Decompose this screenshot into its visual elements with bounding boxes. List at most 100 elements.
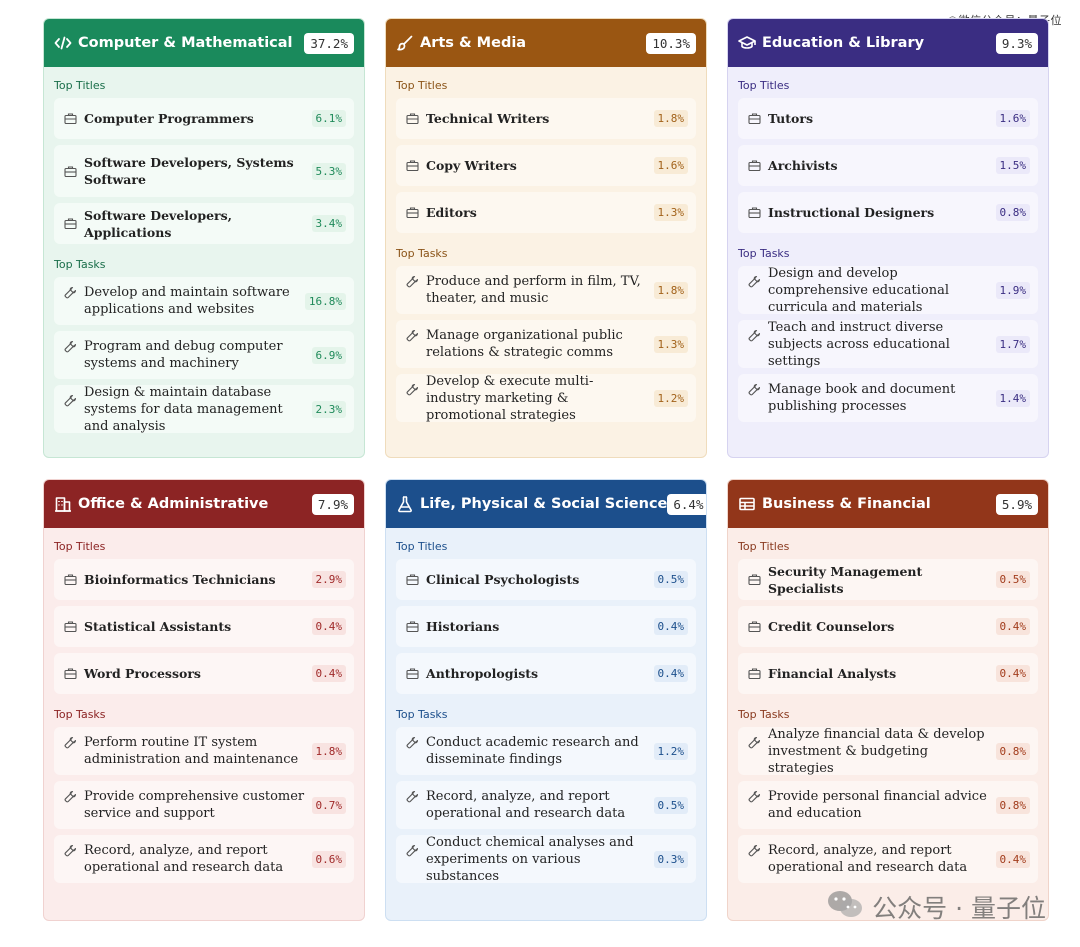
title-percentage: 0.5% (995, 571, 1030, 588)
task-label: Manage book and document publishing proc… (768, 382, 956, 414)
title-percentage: 0.4% (653, 665, 688, 682)
graduation-cap-icon (738, 34, 756, 52)
category-card-office-administrative: Office & Administrative 7.9% Top Titles Bio… (43, 479, 365, 921)
card-title: Arts & Media (420, 35, 527, 51)
task-percentage: 1.9% (995, 281, 1030, 299)
task-item: Develop & execute multi-industry marketi… (396, 373, 696, 423)
title-percentage: 1.3% (653, 204, 688, 221)
card-title: Life, Physical & Social Science (420, 496, 668, 512)
top-tasks-label: Top Tasks (54, 708, 106, 721)
title-item: Bioinformatics Technicians 2.9% (54, 559, 354, 600)
card-body: Top Titles Computer Programmers 6.1% Softwa… (44, 67, 364, 439)
task-item: Provide comprehensive customer service a… (54, 781, 354, 829)
task-label: Teach and instruct diverse subjects acro… (768, 319, 950, 369)
title-label: Financial Analysts (768, 666, 897, 681)
title-item: Security Management Specialists 0.5% (738, 559, 1038, 600)
task-label: Develop & execute multi-industry marketi… (426, 373, 594, 423)
code-icon (54, 34, 72, 52)
title-label: Editors (426, 205, 477, 220)
wrench-icon (406, 383, 419, 396)
title-label: Bioinformatics Technicians (84, 572, 276, 587)
title-item: Credit Counselors 0.4% (738, 606, 1038, 647)
category-card-education-library: Education & Library 9.3% Top Titles Tutors 1… (727, 18, 1049, 458)
wrench-icon (406, 790, 419, 803)
card-percentage-badge: 10.3% (646, 32, 696, 54)
task-percentage: 1.8% (311, 742, 346, 760)
top-titles-label: Top Titles (396, 79, 448, 92)
title-percentage: 1.5% (995, 157, 1030, 174)
task-label: Manage organizational public relations &… (426, 328, 623, 360)
title-label: Security Management Specialists (768, 563, 923, 596)
card-body: Top Titles Clinical Psychologists 0.5% Hist… (386, 528, 706, 889)
flask-icon (396, 495, 414, 513)
task-percentage: 1.3% (653, 335, 688, 353)
title-label: Clinical Psychologists (426, 572, 580, 587)
task-percentage: 16.8% (304, 292, 346, 310)
briefcase-icon (64, 573, 77, 586)
wrench-icon (406, 736, 419, 749)
category-card-life-physical-social-science: Life, Physical & Social Science 6.4% Top T… (385, 479, 707, 921)
title-label: Software Developers, Applications (84, 207, 233, 240)
title-percentage: 1.6% (653, 157, 688, 174)
briefcase-icon (748, 573, 761, 586)
briefcase-icon (406, 573, 419, 586)
briefcase-icon (64, 165, 77, 178)
card-body: Top Titles Technical Writers 1.8% Copy Writ… (386, 67, 706, 428)
top-titles-label: Top Titles (738, 79, 790, 92)
wechat-icon (826, 889, 864, 925)
task-percentage: 6.9% (311, 346, 346, 364)
wrench-icon (748, 329, 761, 342)
task-item: Analyze financial data & develop investm… (738, 726, 1038, 776)
title-item: Instructional Designers 0.8% (738, 192, 1038, 233)
title-label: Historians (426, 619, 500, 634)
task-percentage: 1.2% (653, 742, 688, 760)
card-header: Arts & Media 10.3% (386, 19, 706, 67)
task-label: Record, analyze, and report operational … (84, 843, 284, 875)
briefcase-icon (406, 667, 419, 680)
title-item: Editors 1.3% (396, 192, 696, 233)
card-header: Business & Financial 5.9% (728, 480, 1048, 528)
task-item: Design & maintain database systems for d… (54, 385, 354, 434)
briefcase-icon (406, 159, 419, 172)
card-header: Life, Physical & Social Science 6.4% (386, 480, 706, 528)
title-item: Anthropologists 0.4% (396, 653, 696, 694)
wrench-icon (748, 736, 761, 749)
task-percentage: 0.5% (653, 796, 688, 814)
category-card-business-financial: Business & Financial 5.9% Top Titles Securi… (727, 479, 1049, 921)
task-label: Develop and maintain software applicatio… (84, 285, 290, 317)
top-tasks-label: Top Tasks (396, 708, 448, 721)
task-label: Provide personal financial advice and ed… (768, 789, 987, 821)
briefcase-icon (64, 217, 77, 230)
watermark-bottom-text: 公众号 · 量子位 (872, 894, 1046, 923)
card-title: Business & Financial (762, 496, 931, 512)
title-item: Clinical Psychologists 0.5% (396, 559, 696, 600)
title-percentage: 0.4% (311, 665, 346, 682)
card-body: Top Titles Tutors 1.6% Archivists 1.5% Instru… (728, 67, 1048, 428)
task-percentage: 0.8% (995, 742, 1030, 760)
task-percentage: 1.2% (653, 389, 688, 407)
task-item: Provide personal financial advice and ed… (738, 781, 1038, 829)
card-body: Top Titles Security Management Specialist… (728, 528, 1048, 889)
briefcase-icon (406, 112, 419, 125)
wrench-icon (64, 340, 77, 353)
card-percentage-badge: 9.3% (995, 32, 1038, 54)
task-item: Program and debug computer systems and m… (54, 331, 354, 379)
wrench-icon (748, 383, 761, 396)
title-item: Word Processors 0.4% (54, 653, 354, 694)
briefcase-icon (64, 620, 77, 633)
task-percentage: 0.4% (995, 850, 1030, 868)
title-item: Tutors 1.6% (738, 98, 1038, 139)
task-item: Record, analyze, and report operational … (396, 781, 696, 829)
task-label: Program and debug computer systems and m… (84, 339, 283, 371)
task-label: Analyze financial data & develop investm… (768, 726, 985, 776)
task-percentage: 2.3% (311, 400, 346, 418)
title-label: Technical Writers (426, 111, 550, 126)
briefcase-icon (64, 667, 77, 680)
top-titles-label: Top Titles (54, 540, 106, 553)
top-titles-label: Top Titles (738, 540, 790, 553)
title-label: Copy Writers (426, 158, 517, 173)
task-item: Design and develop comprehensive educati… (738, 266, 1038, 315)
task-percentage: 1.4% (995, 389, 1030, 407)
title-label: Instructional Designers (768, 205, 935, 220)
task-item: Manage book and document publishing proc… (738, 374, 1038, 422)
